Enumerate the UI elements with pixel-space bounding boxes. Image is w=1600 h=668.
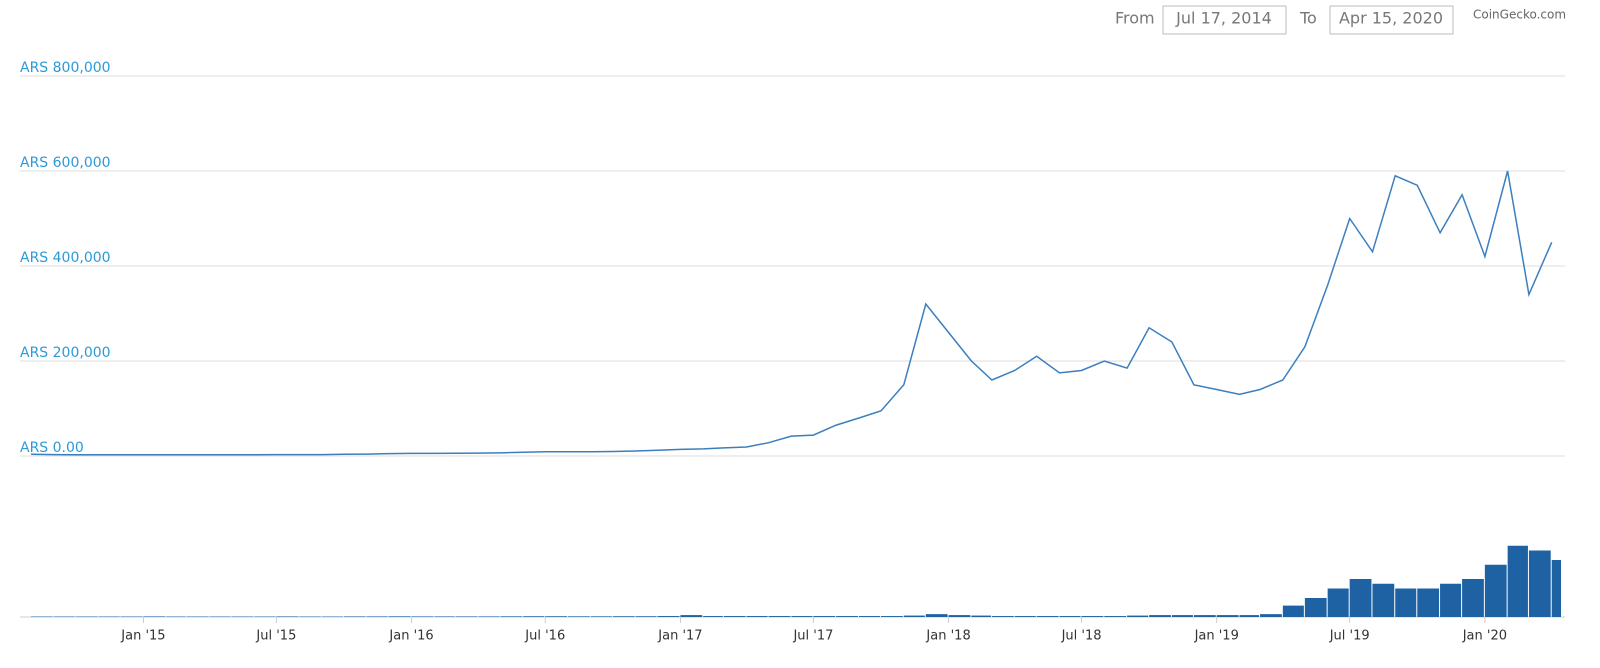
volume-bar xyxy=(1349,579,1372,617)
volume-bar xyxy=(545,616,568,617)
x-tick-label: Jul '15 xyxy=(255,629,296,644)
volume-bar xyxy=(366,616,388,617)
volume-bar xyxy=(1440,583,1462,617)
volume-bar xyxy=(434,616,455,617)
volume-bar xyxy=(455,616,478,617)
volume-bar xyxy=(791,616,813,617)
volume-bar xyxy=(1462,579,1484,617)
volume-bar xyxy=(1014,616,1036,617)
volume-bar xyxy=(1551,560,1561,617)
volume-bar xyxy=(925,614,948,617)
y-tick-label: ARS 800,000 xyxy=(20,60,111,76)
volume-bar xyxy=(1260,614,1282,617)
price-line xyxy=(30,170,1553,456)
volume-bar xyxy=(1216,615,1239,617)
x-tick-label: Jul '19 xyxy=(1329,629,1370,644)
credit: CoinGecko.com xyxy=(1473,8,1566,22)
from-input[interactable] xyxy=(1162,5,1287,35)
to-label: To xyxy=(1299,9,1317,28)
volume-bar xyxy=(680,615,703,617)
volume-bar xyxy=(143,616,166,617)
volume-bar xyxy=(1127,615,1149,617)
to-input[interactable] xyxy=(1329,5,1454,35)
volume-bar xyxy=(858,616,880,617)
volume-bar xyxy=(500,616,523,617)
volume-bar xyxy=(991,616,1014,617)
x-tick-label: Jan '16 xyxy=(388,629,433,644)
from-date[interactable]: Jul 17, 2014 xyxy=(1175,9,1272,28)
volume-bar xyxy=(1395,588,1417,617)
volume-bar xyxy=(1484,564,1507,617)
x-tick-label: Jul '17 xyxy=(792,629,833,644)
volume-bar xyxy=(880,616,903,617)
volume-bar xyxy=(276,616,299,617)
volume-bar xyxy=(1081,616,1104,617)
x-tick-label: Jan '18 xyxy=(925,629,970,644)
volume-bar xyxy=(768,616,791,617)
volume-bar xyxy=(1304,598,1327,617)
volume-bar xyxy=(723,616,746,617)
volume-bar xyxy=(1239,615,1260,617)
volume-bar xyxy=(1104,616,1127,617)
volume-bar xyxy=(1507,545,1528,617)
volume-bar xyxy=(1036,616,1059,617)
y-tick-label: ARS 0.00 xyxy=(20,440,84,456)
from-label: From xyxy=(1115,9,1155,28)
y-tick-label: ARS 400,000 xyxy=(20,250,111,266)
volume-bar xyxy=(612,616,635,617)
volume-bar xyxy=(568,616,590,617)
y-tick-label: ARS 200,000 xyxy=(20,345,111,361)
volume-bar xyxy=(657,616,680,617)
volume-bar xyxy=(1171,615,1193,617)
x-tick-label: Jul '18 xyxy=(1061,629,1102,644)
volume-bar xyxy=(1327,588,1349,617)
volume-bar xyxy=(703,616,723,617)
volume-bar xyxy=(590,616,612,617)
volume-bar xyxy=(971,615,991,617)
volume-bar xyxy=(388,616,411,617)
x-tick-label: Jan '20 xyxy=(1462,629,1507,644)
volume-bar xyxy=(1059,616,1081,617)
volume-bar xyxy=(635,616,657,617)
volume-bar xyxy=(836,616,858,617)
y-tick-label: ARS 600,000 xyxy=(20,155,111,171)
volume-bar xyxy=(746,616,768,617)
to-date[interactable]: Apr 15, 2020 xyxy=(1339,9,1443,28)
volume-bar xyxy=(1417,588,1440,617)
x-tick-label: Jan '17 xyxy=(657,629,702,644)
volume-bar xyxy=(343,616,366,617)
volume-bar xyxy=(813,616,836,617)
volume-bar xyxy=(1372,583,1395,617)
volume-bar xyxy=(1149,615,1171,617)
volume-bar xyxy=(478,616,500,617)
volume-bar xyxy=(948,615,971,617)
volume-bar xyxy=(411,616,434,617)
volume-bar xyxy=(903,615,925,617)
x-tick-label: Jul '16 xyxy=(524,629,565,644)
x-tick-label: Jan '19 xyxy=(1194,629,1239,644)
volume-bar xyxy=(1528,550,1551,617)
x-tick-label: Jan '15 xyxy=(120,629,165,644)
volume-bar xyxy=(1282,605,1304,617)
volume-bar xyxy=(523,616,545,617)
volume-bar xyxy=(1193,615,1216,617)
